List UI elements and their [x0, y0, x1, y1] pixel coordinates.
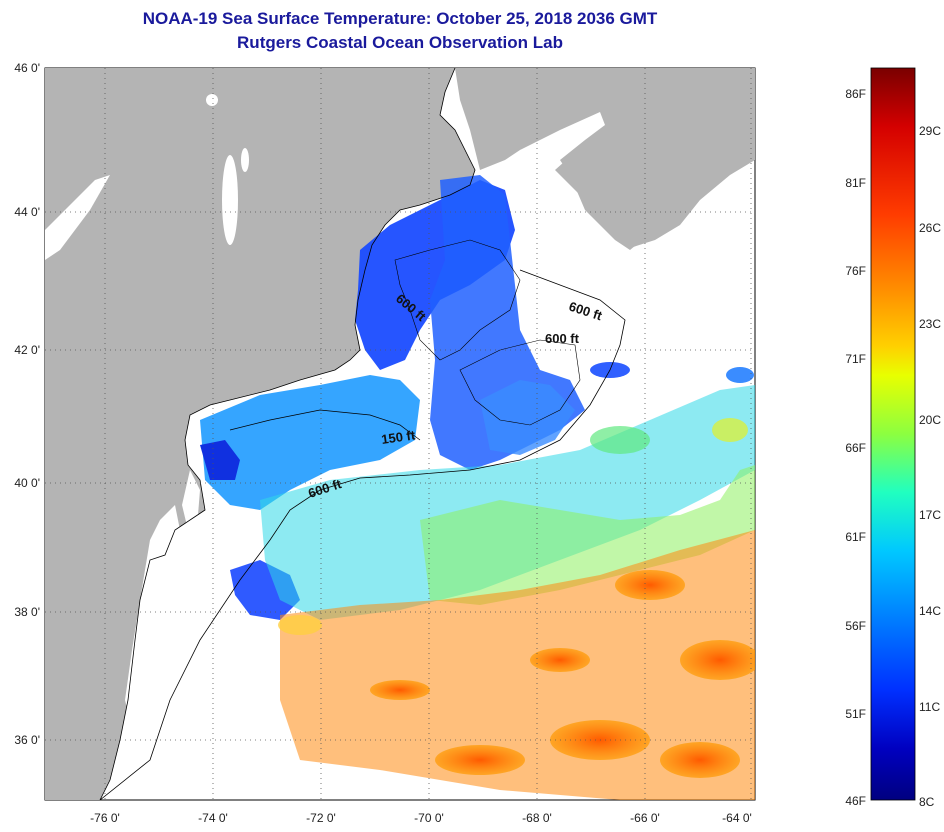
lon-label: -76 0' — [90, 811, 120, 825]
colorbar-f-labels: 86F 81F 76F 71F 66F 61F 56F 51F 46F — [845, 87, 866, 808]
sst-slope-green — [420, 465, 755, 605]
colorbar-f-label: 76F — [845, 264, 866, 278]
colorbar-c-label: 23C — [919, 317, 941, 331]
coastline — [99, 68, 476, 800]
sst-warm-eddy — [680, 640, 755, 680]
contour-label: 600 ft — [545, 331, 580, 346]
contour-gulf-maine — [394, 239, 521, 361]
lon-label: -66 0' — [630, 811, 660, 825]
colorbar — [870, 67, 916, 801]
colorbar-c-label: 14C — [919, 604, 941, 618]
colorbar-c-labels: 29C 26C 23C 20C 17C 14C 11C 8C — [919, 124, 941, 809]
sst-warm-eddy — [530, 648, 590, 672]
sst-georges-bank — [480, 380, 575, 455]
sst-green-patch — [590, 426, 650, 454]
delaware-bay — [182, 470, 200, 530]
sst-warm-eddy — [370, 680, 430, 700]
graticule — [45, 68, 755, 800]
lon-label: -64 0' — [722, 811, 752, 825]
sst-blue-patch — [726, 367, 754, 383]
lat-label: 44 0' — [14, 205, 40, 219]
colorbar-c-label: 20C — [919, 413, 941, 427]
colorbar-f-label: 81F — [845, 176, 866, 190]
lake — [222, 155, 238, 245]
colorbar-c-label: 26C — [919, 221, 941, 235]
contour-600ft — [99, 269, 626, 800]
map-title: NOAA-19 Sea Surface Temperature: October… — [142, 9, 658, 28]
lon-label: -68 0' — [522, 811, 552, 825]
sst-yellow-patch — [278, 615, 322, 635]
colorbar-f-label: 66F — [845, 441, 866, 455]
lake — [206, 94, 218, 106]
lon-label: -74 0' — [198, 811, 228, 825]
colorbar-c-label: 11C — [919, 700, 940, 714]
colorbar-f-label: 46F — [845, 794, 866, 808]
lat-label: 46 0' — [14, 61, 40, 75]
land-nova-scotia — [555, 100, 755, 248]
colorbar-f-label: 56F — [845, 619, 866, 633]
lon-label: -70 0' — [414, 811, 444, 825]
lat-label: 40 0' — [14, 476, 40, 490]
map-subtitle: Rutgers Coastal Ocean Observation Lab — [237, 33, 563, 52]
lat-label: 36 0' — [14, 733, 40, 747]
sst-ny-bight — [200, 375, 420, 510]
colorbar-c-label: 17C — [919, 508, 941, 522]
colorbar-f-label: 71F — [845, 352, 866, 366]
sst-warm-eddy — [435, 745, 525, 775]
lon-label: -72 0' — [306, 811, 336, 825]
sst-coastal-cold — [200, 440, 240, 480]
chesapeake-bay — [125, 505, 180, 720]
sst-warm-eddy — [615, 570, 685, 600]
bay-of-fundy — [520, 112, 605, 170]
lat-label: 42 0' — [14, 343, 40, 357]
lake — [45, 175, 110, 260]
colorbar-f-label: 51F — [845, 707, 866, 721]
lat-label: 38 0' — [14, 605, 40, 619]
contour-georges — [459, 339, 581, 426]
lake — [241, 148, 249, 172]
contour-label: 150 ft — [380, 427, 416, 447]
colorbar-f-label: 86F — [845, 87, 866, 101]
sst-warm-eddy — [660, 742, 740, 778]
contour-150ft — [229, 409, 421, 441]
colorbar-c-label: 8C — [919, 795, 935, 809]
colorbar-c-label: 29C — [919, 124, 941, 138]
sst-yellow-patch — [712, 418, 748, 442]
colorbar-f-label: 61F — [845, 530, 866, 544]
